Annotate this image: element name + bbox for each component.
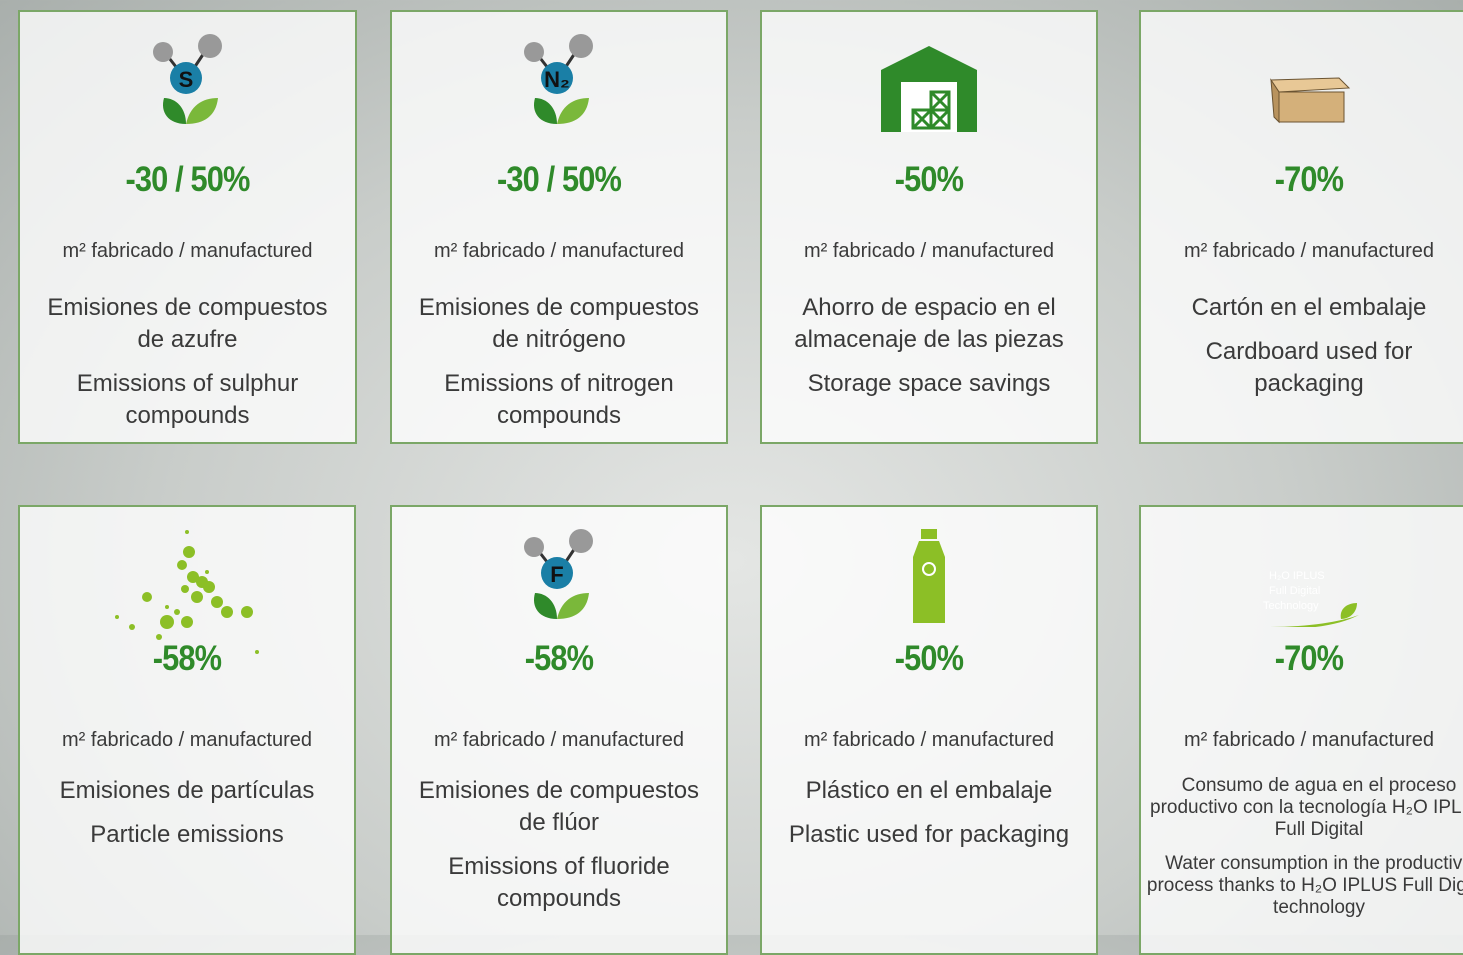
spanish-text: Emisiones de compuestos de nitrógeno Emi… xyxy=(406,292,712,432)
card: -50% m² fabricado / manufactured Ahorro … xyxy=(760,10,1098,444)
spanish-text: Emisiones de compuestos de nitrógeno xyxy=(418,294,700,353)
value: -58% xyxy=(152,639,222,678)
value: -58% xyxy=(524,639,594,678)
spanish-text: Emisiones de partículas xyxy=(59,777,315,804)
english-text: Plastic used for packaging xyxy=(788,821,1070,848)
card: -58% m² fabricado / manufactured Emision… xyxy=(18,505,356,955)
english-text: Cardboard used for packaging xyxy=(1205,338,1413,397)
unit: m² fabricado / manufactured xyxy=(803,729,1055,751)
card: -50% m² fabricado / manufactured Plástic… xyxy=(760,505,1098,955)
icon-label: Technology xyxy=(1263,600,1319,612)
icon xyxy=(762,32,1096,142)
icon: N₂ xyxy=(392,32,726,142)
icon: H₂O IPLUS Full Digital Technology xyxy=(1141,527,1463,637)
value: -70% xyxy=(1274,639,1344,678)
unit: m² fabricado / manufactured xyxy=(61,729,313,751)
unit: m² fabricado / manufactured xyxy=(1183,240,1435,262)
icon-label: N₂ xyxy=(544,67,570,92)
icon xyxy=(762,527,1096,637)
card: H₂O IPLUS Full Digital Technology -70% m… xyxy=(1139,505,1463,955)
english-text: Emissions of nitrogen compounds xyxy=(444,370,674,429)
icon: S xyxy=(20,32,355,142)
spanish-text: Emisiones de compuestos de flúor xyxy=(418,777,700,836)
spanish-text: Emisiones de partículas Particle emissio… xyxy=(34,775,340,851)
icon-label: H₂O IPLUS xyxy=(1269,570,1325,582)
card: F -58% m² fabricado / manufactured Emisi… xyxy=(390,505,728,955)
english-text: Storage space savings xyxy=(807,370,1051,397)
card: -70% m² fabricado / manufactured Cartón … xyxy=(1139,10,1463,444)
icon-label: Full Digital xyxy=(1269,585,1320,597)
spanish-text: Ahorro de espacio en el almacenaje de la… xyxy=(794,294,1064,353)
unit: m² fabricado / manufactured xyxy=(62,240,313,262)
english-text: Particle emissions xyxy=(90,821,284,848)
spanish-text: Plástico en el embalaje Plastic used for… xyxy=(776,775,1082,851)
spanish-text: Consumo de agua en el proceso productivo… xyxy=(1141,775,1463,919)
value: -70% xyxy=(1274,160,1344,199)
english-text: Water consumption in the productive proc… xyxy=(1146,853,1463,918)
icon: F xyxy=(392,527,726,637)
spanish-text: Ahorro de espacio en el almacenaje de la… xyxy=(776,292,1082,400)
value: -30 / 50% xyxy=(497,160,622,199)
spanish-text: Emisiones de compuestos de azufre Emissi… xyxy=(34,292,341,432)
value: -50% xyxy=(894,160,964,199)
spanish-text: Emisiones de compuestos de flúor Emissio… xyxy=(406,775,712,915)
icon xyxy=(1141,32,1463,142)
unit: m² fabricado / manufactured xyxy=(1183,729,1435,751)
card: S -30 / 50% m² fabricado / manufactured … xyxy=(18,10,357,444)
card: N₂ -30 / 50% m² fabricado / manufactured… xyxy=(390,10,728,444)
spanish-text: Cartón en el embalaje Cardboard used for… xyxy=(1155,292,1463,400)
english-text: Emissions of sulphur compounds xyxy=(76,370,299,429)
spanish-text: Emisiones de compuestos de azufre xyxy=(47,294,328,353)
unit: m² fabricado / manufactured xyxy=(803,240,1055,262)
spanish-text: Cartón en el embalaje xyxy=(1191,294,1427,321)
icon-label: F xyxy=(550,562,563,587)
unit: m² fabricado / manufactured xyxy=(433,240,685,262)
spanish-text: Consumo de agua en el proceso productivo… xyxy=(1150,775,1463,840)
icon-label: S xyxy=(178,67,193,92)
value: -30 / 50% xyxy=(125,160,251,199)
spanish-text: Plástico en el embalaje xyxy=(805,777,1053,804)
icon xyxy=(20,527,354,654)
english-text: Emissions of fluoride compounds xyxy=(448,853,670,912)
value: -50% xyxy=(894,639,964,678)
unit: m² fabricado / manufactured xyxy=(433,729,685,751)
